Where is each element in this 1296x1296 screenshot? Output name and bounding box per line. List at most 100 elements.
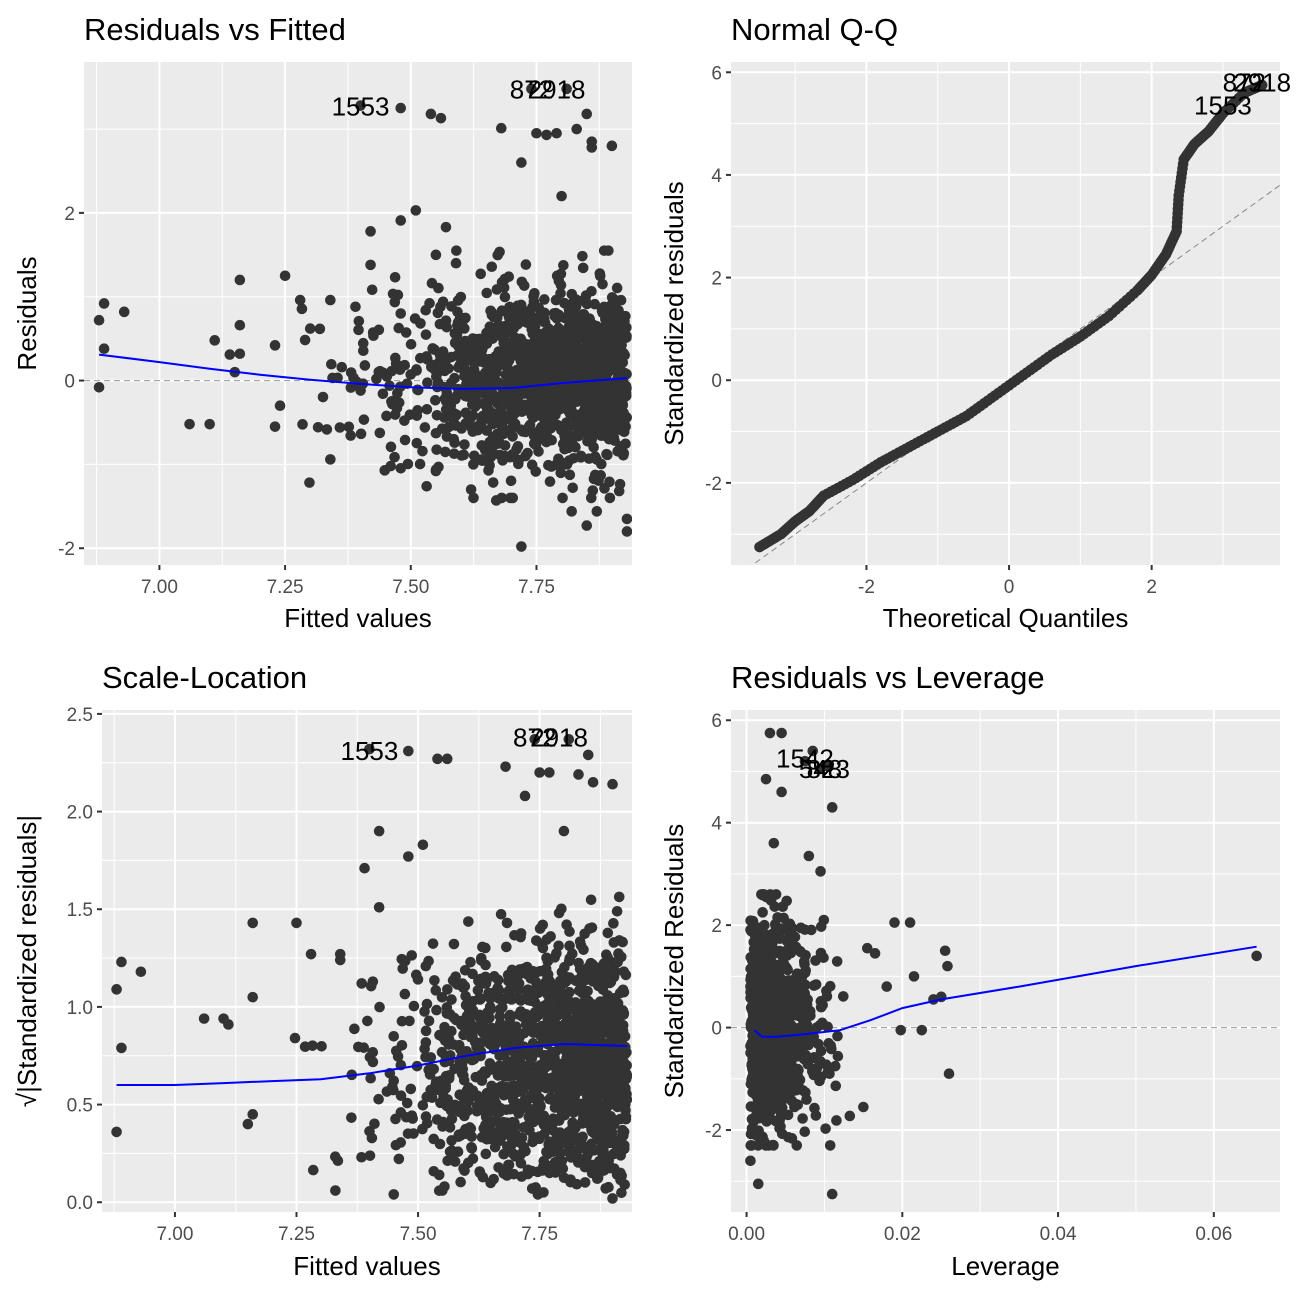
data-point	[486, 1082, 498, 1093]
data-point	[564, 953, 576, 964]
data-point	[332, 372, 343, 384]
x-tick-label: 7.00	[141, 577, 178, 598]
data-point	[388, 1189, 400, 1200]
data-point	[594, 270, 606, 282]
data-point	[377, 388, 389, 400]
data-point	[794, 1037, 806, 1049]
data-point	[401, 1097, 413, 1109]
data-point	[531, 1102, 542, 1113]
data-point	[415, 318, 426, 329]
data-point	[365, 980, 377, 992]
y-tick-label: 0	[711, 371, 722, 392]
data-point	[431, 444, 442, 455]
data-point	[618, 348, 630, 359]
data-point	[526, 1077, 538, 1089]
data-point	[395, 1090, 407, 1101]
data-point	[943, 1068, 955, 1079]
point-label: 2918	[528, 75, 586, 105]
y-tick-label: -2	[705, 474, 722, 495]
data-point	[555, 279, 567, 291]
data-point	[568, 1055, 580, 1066]
data-point	[576, 328, 588, 340]
data-point	[607, 1193, 618, 1204]
data-point	[458, 1070, 469, 1081]
y-tick-label: 4	[711, 814, 722, 835]
data-point	[576, 1008, 587, 1020]
data-point	[539, 1055, 550, 1067]
data-point	[746, 1113, 758, 1125]
data-point	[358, 345, 369, 357]
data-point	[495, 419, 507, 431]
data-point	[471, 1105, 483, 1117]
data-point	[373, 1093, 384, 1105]
data-point	[437, 1185, 448, 1196]
data-point	[431, 1114, 443, 1125]
data-point	[390, 1139, 402, 1151]
data-point	[799, 958, 810, 970]
data-point	[503, 413, 515, 425]
data-point	[511, 1104, 522, 1116]
data-point	[755, 944, 766, 955]
data-point	[411, 410, 423, 421]
data-point	[420, 1111, 432, 1122]
data-point	[446, 1135, 457, 1146]
data-point	[823, 761, 834, 772]
data-point	[604, 492, 616, 504]
data-point	[516, 1171, 527, 1182]
data-point	[803, 850, 815, 862]
data-point	[467, 426, 479, 437]
data-point	[567, 1117, 578, 1129]
data-point	[551, 127, 562, 139]
data-point	[425, 1084, 436, 1096]
chart-title: Scale-Location	[102, 660, 307, 695]
data-point	[496, 396, 508, 407]
data-point	[512, 991, 523, 1003]
data-point	[612, 1099, 623, 1110]
data-point	[449, 393, 461, 405]
data-point	[353, 324, 364, 336]
point-label: 872	[510, 75, 553, 105]
data-point	[517, 377, 529, 389]
data-point	[439, 1021, 450, 1033]
data-point	[603, 245, 614, 256]
data-point	[444, 1122, 456, 1133]
data-point	[424, 1062, 436, 1074]
data-point	[529, 733, 541, 745]
data-point	[307, 1164, 319, 1176]
x-tick-label: 0.02	[884, 1224, 921, 1245]
data-point	[387, 1081, 398, 1093]
data-point	[615, 951, 627, 963]
data-point	[312, 421, 324, 433]
data-point	[470, 369, 482, 381]
data-point	[826, 802, 838, 813]
data-point	[771, 947, 782, 959]
data-point	[577, 1131, 588, 1143]
data-point	[588, 1163, 600, 1175]
data-point	[614, 1078, 625, 1090]
data-point	[597, 384, 609, 396]
data-point	[824, 1140, 836, 1151]
data-point	[495, 122, 507, 134]
data-point	[334, 954, 346, 966]
data-point	[567, 1015, 578, 1026]
data-point	[530, 466, 542, 477]
data-point	[616, 1088, 628, 1100]
data-point	[601, 448, 612, 460]
data-point	[619, 1041, 631, 1053]
data-point	[498, 1148, 510, 1160]
data-point	[610, 328, 622, 340]
data-point	[269, 421, 281, 432]
data-point	[441, 1002, 453, 1013]
data-point	[364, 1125, 375, 1137]
data-point	[556, 903, 567, 915]
data-point	[111, 984, 122, 995]
x-tick-label: 0.04	[1040, 1224, 1077, 1245]
data-point	[526, 83, 537, 95]
data-point	[198, 1013, 210, 1024]
data-point	[782, 1060, 794, 1071]
data-point	[611, 905, 623, 917]
data-point	[475, 1046, 487, 1057]
data-point	[554, 983, 566, 995]
y-tick-label: -2	[705, 1121, 722, 1142]
